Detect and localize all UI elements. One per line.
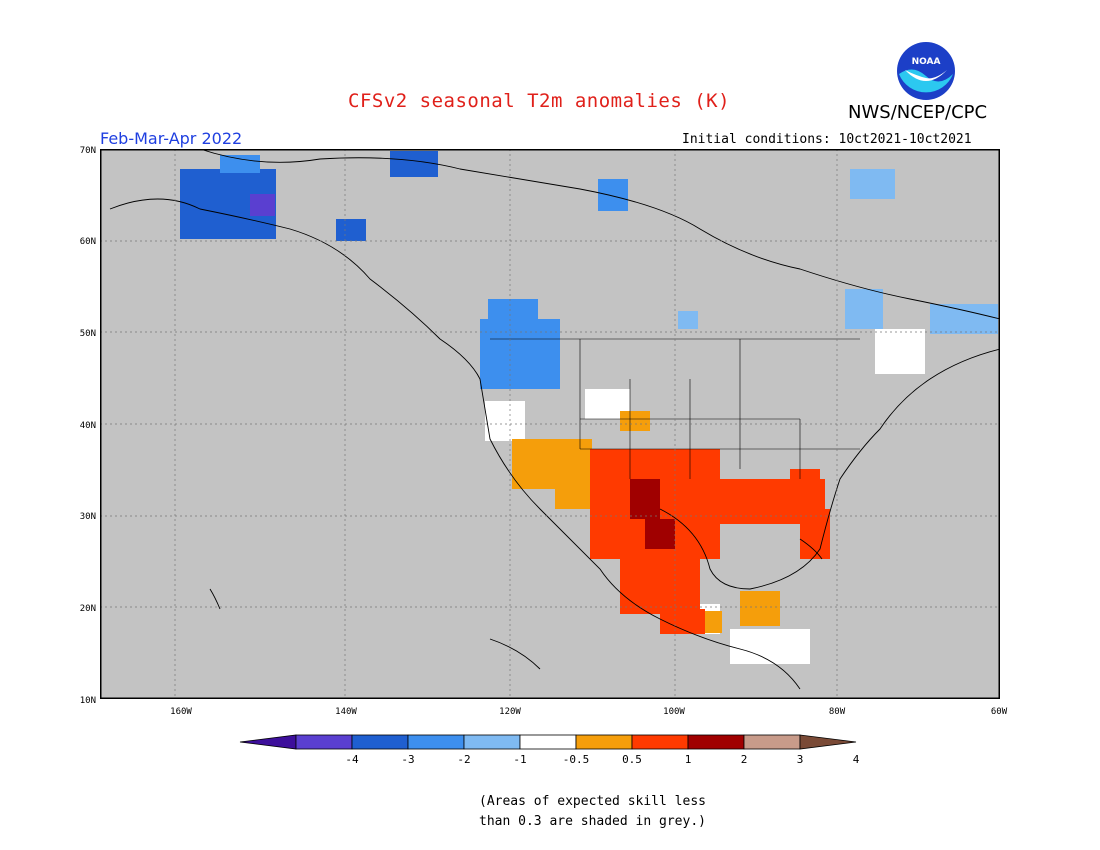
colorbar-tick-label: 0.5 (622, 753, 642, 766)
map-border (100, 149, 1000, 699)
agency-label: NWS/NCEP/CPC (848, 102, 988, 123)
svg-text:NOAA: NOAA (912, 57, 941, 67)
colorbar-tick-label: 2 (741, 753, 748, 766)
lon-label: 100W (663, 707, 685, 717)
lon-label: 120W (499, 707, 521, 717)
skill-footnote: (Areas of expected skill less than 0.3 a… (479, 792, 706, 832)
colorbar-segment (463, 734, 521, 750)
colorbar-segment (631, 734, 689, 750)
lat-label: 40N (80, 421, 96, 431)
season-label: Feb-Mar-Apr 2022 (100, 129, 243, 148)
colorbar-tick-label: -4 (345, 753, 359, 766)
colorbar-tick-label: 3 (797, 753, 804, 766)
colorbar-segment (351, 734, 409, 750)
lat-label: 50N (80, 329, 96, 339)
colorbar-tick-label: 1 (685, 753, 692, 766)
lon-label: 160W (170, 707, 192, 717)
colorbar-segment (575, 734, 633, 750)
positive-anomaly-patches (512, 411, 830, 634)
colorbar-tick-label: -1 (513, 753, 526, 766)
noaa-logo: NOAA (895, 40, 957, 106)
anomaly-map (100, 149, 1000, 699)
lat-label: 60N (80, 237, 96, 247)
lat-label: 10N (80, 696, 96, 706)
colorbar-tick-label: 4 (853, 753, 860, 766)
colorbar-segment (295, 734, 353, 750)
chart-title: CFSv2 seasonal T2m anomalies (K) (348, 90, 731, 112)
footnote-line-1: (Areas of expected skill less (479, 794, 706, 809)
latitude-axis: 70N 60N 50N 40N 30N 20N 10N (80, 146, 96, 706)
colorbar-segment (687, 734, 745, 750)
gridlines (100, 149, 1000, 699)
lon-label: 80W (829, 707, 846, 717)
colorbar-arrow-low (239, 734, 297, 750)
colorbar-tick-label: -3 (401, 753, 414, 766)
lon-label: 60W (991, 707, 1008, 717)
longitude-axis: 160W 140W 120W 100W 80W 60W (170, 707, 1008, 717)
colorbar-tick-label: -2 (457, 753, 470, 766)
colorbar-segment (407, 734, 465, 750)
colorbar-tick-label: -0.5 (563, 753, 590, 766)
negative-anomaly-patches (180, 151, 998, 389)
colorbar-segment (519, 734, 577, 750)
colorbar: -4 -3 -2 -1 -0.5 0.5 1 2 3 4 (239, 734, 860, 766)
lat-label: 30N (80, 512, 96, 522)
lon-label: 140W (335, 707, 357, 717)
colorbar-segment (743, 734, 801, 750)
footnote-line-2: than 0.3 are shaded in grey.) (479, 814, 706, 829)
colorbar-arrow-high (799, 734, 857, 750)
lat-label: 70N (80, 146, 96, 156)
coastlines (109, 149, 1000, 690)
lat-label: 20N (80, 604, 96, 614)
initial-conditions-label: Initial conditions: 10ct2021-10ct2021 (682, 132, 972, 147)
